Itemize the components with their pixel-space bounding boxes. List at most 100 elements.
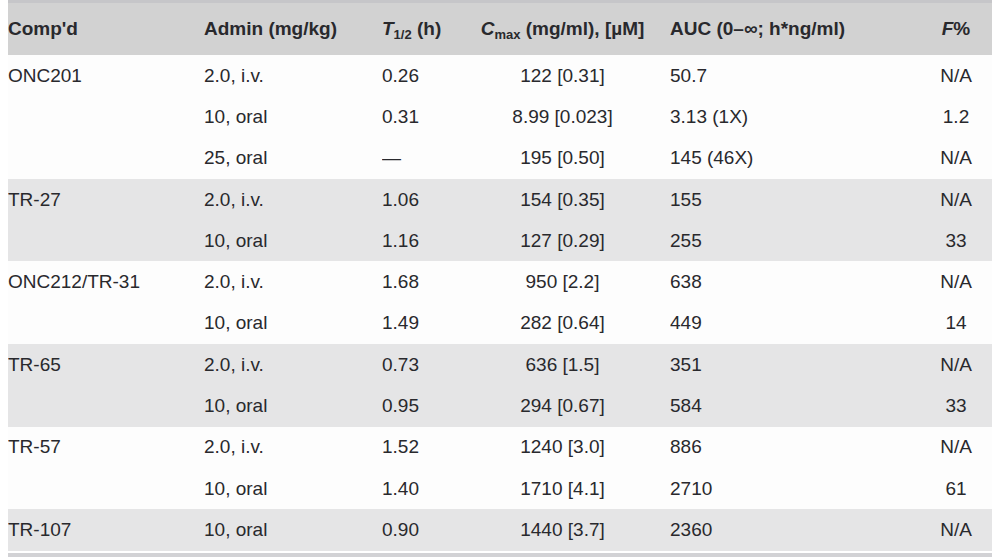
cell-compound: ONC201 (8, 55, 204, 96)
cell-f-percent: 61 (920, 468, 992, 509)
cell-cmax: 282 [0.64] (455, 303, 670, 344)
cell-cmax: 1240 [3.0] (455, 427, 670, 468)
cell-auc: 2710 (670, 468, 920, 509)
col-header-compound: Comp'd (8, 3, 204, 55)
cell-auc: 50.7 (670, 55, 920, 96)
cell-t-half: 1.16 (382, 220, 455, 261)
col-header-cmax: Cmax (mg/ml), [µM] (455, 3, 670, 55)
col-header-t-half: T1/2 (h) (382, 3, 455, 55)
cell-auc: 351 (670, 344, 920, 385)
cell-cmax: 636 [1.5] (455, 344, 670, 385)
cell-f-percent: N/A (920, 427, 992, 468)
cell-admin: 2.0, i.v. (204, 344, 382, 385)
cell-compound (8, 138, 204, 179)
cell-admin: 10, oral (204, 303, 382, 344)
cell-compound: TR-27 (8, 179, 204, 220)
cell-admin: 2.0, i.v. (204, 261, 382, 302)
cell-f-percent: N/A (920, 179, 992, 220)
table-row: TR-107 10, oral 0.90 1440 [3.7] 2360 N/A (8, 509, 992, 550)
cell-cmax: 122 [0.31] (455, 55, 670, 96)
cell-f-percent: N/A (920, 509, 992, 550)
cell-compound: TR-57 (8, 427, 204, 468)
table-bottom-rule (8, 553, 992, 557)
cell-f-percent: N/A (920, 55, 992, 96)
col-header-admin-label: Admin (mg/kg) (204, 18, 337, 39)
cell-cmax: 195 [0.50] (455, 138, 670, 179)
cmax-units: (mg/ml), [µM] (520, 18, 644, 39)
table-row: 10, oral 0.95 294 [0.67] 584 33 (8, 385, 992, 426)
table-row: ONC201 2.0, i.v. 0.26 122 [0.31] 50.7 N/… (8, 55, 992, 96)
compound-group-onc212-tr-31: ONC212/TR-31 2.0, i.v. 1.68 950 [2.2] 63… (8, 261, 992, 344)
table-row: TR-57 2.0, i.v. 1.52 1240 [3.0] 886 N/A (8, 427, 992, 468)
cell-f-percent: 1.2 (920, 96, 992, 137)
cell-auc: 886 (670, 427, 920, 468)
table-row: 10, oral 0.31 8.99 [0.023] 3.13 (1X) 1.2 (8, 96, 992, 137)
cell-cmax: 1710 [4.1] (455, 468, 670, 509)
compound-group-tr-65: TR-65 2.0, i.v. 0.73 636 [1.5] 351 N/A 1… (8, 344, 992, 427)
table-row: 10, oral 1.49 282 [0.64] 449 14 (8, 303, 992, 344)
table-row: TR-65 2.0, i.v. 0.73 636 [1.5] 351 N/A (8, 344, 992, 385)
col-header-auc-label: AUC (0–∞; h*ng/ml) (670, 18, 845, 39)
cell-t-half: 1.06 (382, 179, 455, 220)
cell-compound: TR-65 (8, 344, 204, 385)
cell-admin: 10, oral (204, 220, 382, 261)
cell-f-percent: 33 (920, 220, 992, 261)
f-percent-sign: % (953, 18, 970, 39)
cell-t-half: 0.73 (382, 344, 455, 385)
cell-compound: TR-107 (8, 509, 204, 550)
table-row: ONC212/TR-31 2.0, i.v. 1.68 950 [2.2] 63… (8, 261, 992, 302)
col-header-admin: Admin (mg/kg) (204, 3, 382, 55)
cell-cmax: 294 [0.67] (455, 385, 670, 426)
table-row: 10, oral 1.40 1710 [4.1] 2710 61 (8, 468, 992, 509)
cell-compound (8, 303, 204, 344)
pharmacokinetics-table-page: Comp'd Admin (mg/kg) T1/2 (h) Cmax (mg/m… (0, 0, 1000, 557)
cell-auc: 255 (670, 220, 920, 261)
cell-t-half: 1.68 (382, 261, 455, 302)
cell-admin: 2.0, i.v. (204, 427, 382, 468)
cmax-symbol: C (481, 18, 495, 39)
cell-t-half: 0.90 (382, 509, 455, 550)
cell-t-half: — (382, 138, 455, 179)
compound-group-tr-107: TR-107 10, oral 0.90 1440 [3.7] 2360 N/A (8, 509, 992, 550)
col-header-f-percent: F% (920, 3, 992, 55)
cell-cmax: 1440 [3.7] (455, 509, 670, 550)
cell-admin: 10, oral (204, 385, 382, 426)
cell-t-half: 1.40 (382, 468, 455, 509)
cell-compound (8, 385, 204, 426)
cell-f-percent: 14 (920, 303, 992, 344)
cmax-subscript: max (494, 27, 520, 42)
cell-cmax: 950 [2.2] (455, 261, 670, 302)
cell-t-half: 1.52 (382, 427, 455, 468)
t-half-symbol: T (382, 18, 394, 39)
cell-cmax: 154 [0.35] (455, 179, 670, 220)
cell-auc: 584 (670, 385, 920, 426)
compound-group-onc201: ONC201 2.0, i.v. 0.26 122 [0.31] 50.7 N/… (8, 55, 992, 179)
header-row: Comp'd Admin (mg/kg) T1/2 (h) Cmax (mg/m… (8, 3, 992, 55)
cell-compound (8, 468, 204, 509)
cell-t-half: 1.49 (382, 303, 455, 344)
cell-auc: 449 (670, 303, 920, 344)
cell-compound: ONC212/TR-31 (8, 261, 204, 302)
cell-cmax: 8.99 [0.023] (455, 96, 670, 137)
cell-admin: 2.0, i.v. (204, 179, 382, 220)
col-header-compound-label: Comp'd (8, 18, 78, 39)
cell-f-percent: 33 (920, 385, 992, 426)
compound-group-tr-57: TR-57 2.0, i.v. 1.52 1240 [3.0] 886 N/A … (8, 427, 992, 510)
t-half-units: (h) (412, 18, 442, 39)
cell-auc: 145 (46X) (670, 138, 920, 179)
table-header: Comp'd Admin (mg/kg) T1/2 (h) Cmax (mg/m… (8, 3, 992, 55)
cell-f-percent: N/A (920, 261, 992, 302)
table-row: 10, oral 1.16 127 [0.29] 255 33 (8, 220, 992, 261)
cell-admin: 2.0, i.v. (204, 55, 382, 96)
cell-f-percent: N/A (920, 344, 992, 385)
cell-t-half: 0.31 (382, 96, 455, 137)
table-row: TR-27 2.0, i.v. 1.06 154 [0.35] 155 N/A (8, 179, 992, 220)
table-row: 25, oral — 195 [0.50] 145 (46X) N/A (8, 138, 992, 179)
pharmacokinetics-table: Comp'd Admin (mg/kg) T1/2 (h) Cmax (mg/m… (8, 3, 992, 551)
cell-f-percent: N/A (920, 138, 992, 179)
cell-admin: 10, oral (204, 468, 382, 509)
cell-admin: 10, oral (204, 509, 382, 550)
cell-auc: 155 (670, 179, 920, 220)
cell-auc: 638 (670, 261, 920, 302)
t-half-subscript: 1/2 (394, 27, 412, 42)
